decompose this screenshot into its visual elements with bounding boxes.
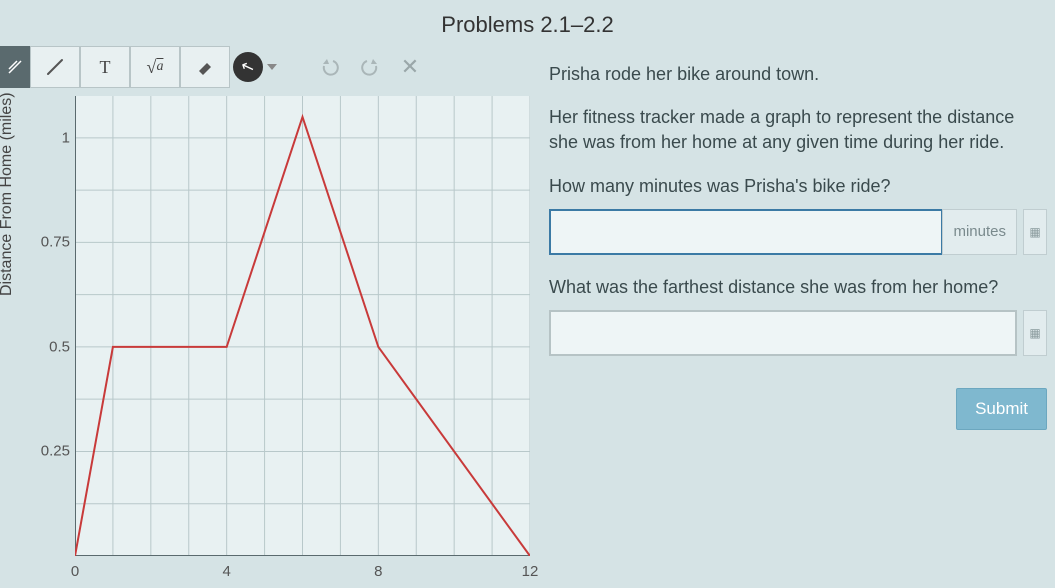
keypad-button[interactable]: ▦: [1023, 310, 1047, 356]
x-tick: 4: [222, 563, 230, 580]
chart-panel: T √a ↖ ✕ Distance From Home (miles) 1: [0, 46, 535, 576]
pen-tool-button[interactable]: [30, 46, 80, 88]
question-1-text: How many minutes was Prisha's bike ride?: [549, 176, 1047, 197]
x-tick: 0: [71, 563, 79, 580]
undo-button[interactable]: [310, 46, 350, 88]
cursor-tool-button[interactable]: ↖: [230, 46, 280, 88]
redo-button[interactable]: [350, 46, 390, 88]
line-chart: Distance From Home (miles) 1 0.75 0.5 0.…: [0, 96, 535, 576]
y-tick: 1: [30, 129, 70, 146]
toolbar-handle[interactable]: [0, 46, 30, 88]
keypad-button[interactable]: ▦: [1023, 209, 1047, 255]
drawing-toolbar: T √a ↖ ✕: [0, 46, 535, 88]
y-tick: 0.25: [30, 443, 70, 460]
y-axis-label: Distance From Home (miles): [0, 92, 16, 296]
chevron-down-icon: [267, 64, 277, 70]
y-tick: 0.5: [30, 338, 70, 355]
chart-plot-area[interactable]: [75, 96, 530, 556]
description-text: Her fitness tracker made a graph to repr…: [549, 105, 1047, 155]
x-tick: 12: [522, 563, 539, 580]
eraser-tool-button[interactable]: [180, 46, 230, 88]
answer-1-input[interactable]: [549, 209, 943, 255]
close-button[interactable]: ✕: [390, 46, 430, 88]
math-tool-button[interactable]: √a: [130, 46, 180, 88]
text-tool-button[interactable]: T: [80, 46, 130, 88]
submit-button[interactable]: Submit: [956, 388, 1047, 430]
y-tick: 0.75: [30, 234, 70, 251]
answer-2-input[interactable]: [549, 310, 1017, 356]
x-tick: 8: [374, 563, 382, 580]
page-title: Problems 2.1–2.2: [0, 0, 1055, 46]
answer-1-unit: minutes: [942, 209, 1017, 255]
question-panel: Prisha rode her bike around town. Her fi…: [535, 46, 1055, 576]
question-2-text: What was the farthest distance she was f…: [549, 277, 1047, 298]
intro-text: Prisha rode her bike around town.: [549, 62, 1047, 87]
